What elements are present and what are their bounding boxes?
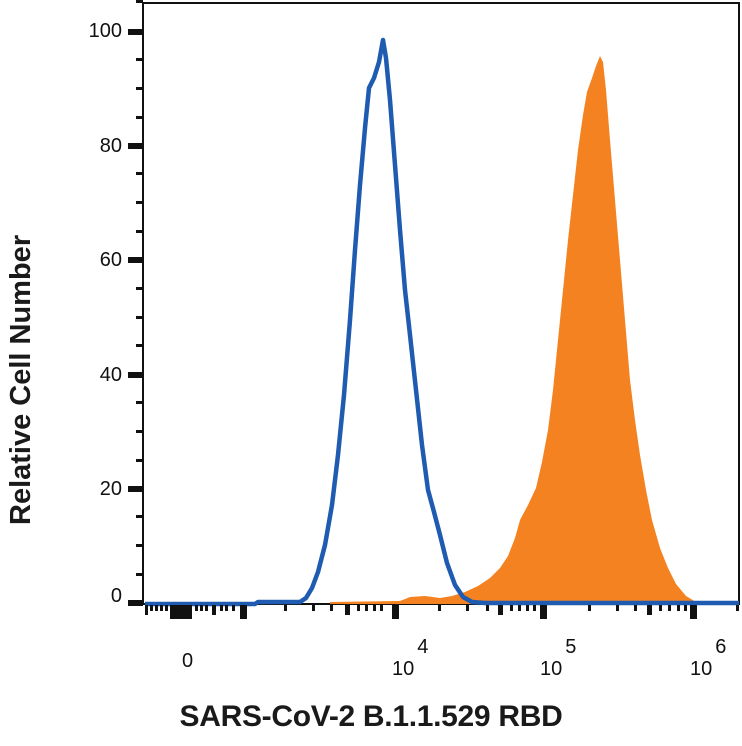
x-tick-label-1e5: 105 (540, 636, 576, 680)
y-axis-title: Relative Cell Number (5, 234, 37, 525)
y-axis-ticks (128, 0, 143, 606)
y-tick-label: 0 (110, 585, 122, 607)
sample-histogram-fill (330, 56, 700, 604)
y-tick-label: 60 (99, 249, 122, 271)
x-tick-exponent: 5 (565, 636, 577, 658)
x-tick-exponent: 6 (715, 636, 727, 658)
x-tick-label-1e6: 106 (690, 636, 726, 680)
y-tick-label: 100 (88, 20, 122, 42)
x-tick-base: 0 (182, 650, 194, 672)
y-tick-label: 80 (99, 135, 122, 157)
x-tick-base: 10 (690, 657, 713, 680)
isotype-histogram-line (145, 37, 739, 607)
x-tick-exponent: 4 (417, 636, 429, 658)
x-axis-ticks (145, 605, 739, 619)
x-tick-base: 10 (392, 657, 415, 680)
x-tick-base: 10 (540, 657, 563, 680)
y-tick-label: 20 (99, 478, 122, 500)
x-tick-label-0: 0 (182, 650, 193, 673)
x-axis-title: SARS-CoV-2 B.1.1.529 RBD (179, 700, 563, 733)
x-tick-label-1e4: 104 (392, 636, 428, 680)
y-tick-label: 40 (99, 364, 122, 386)
